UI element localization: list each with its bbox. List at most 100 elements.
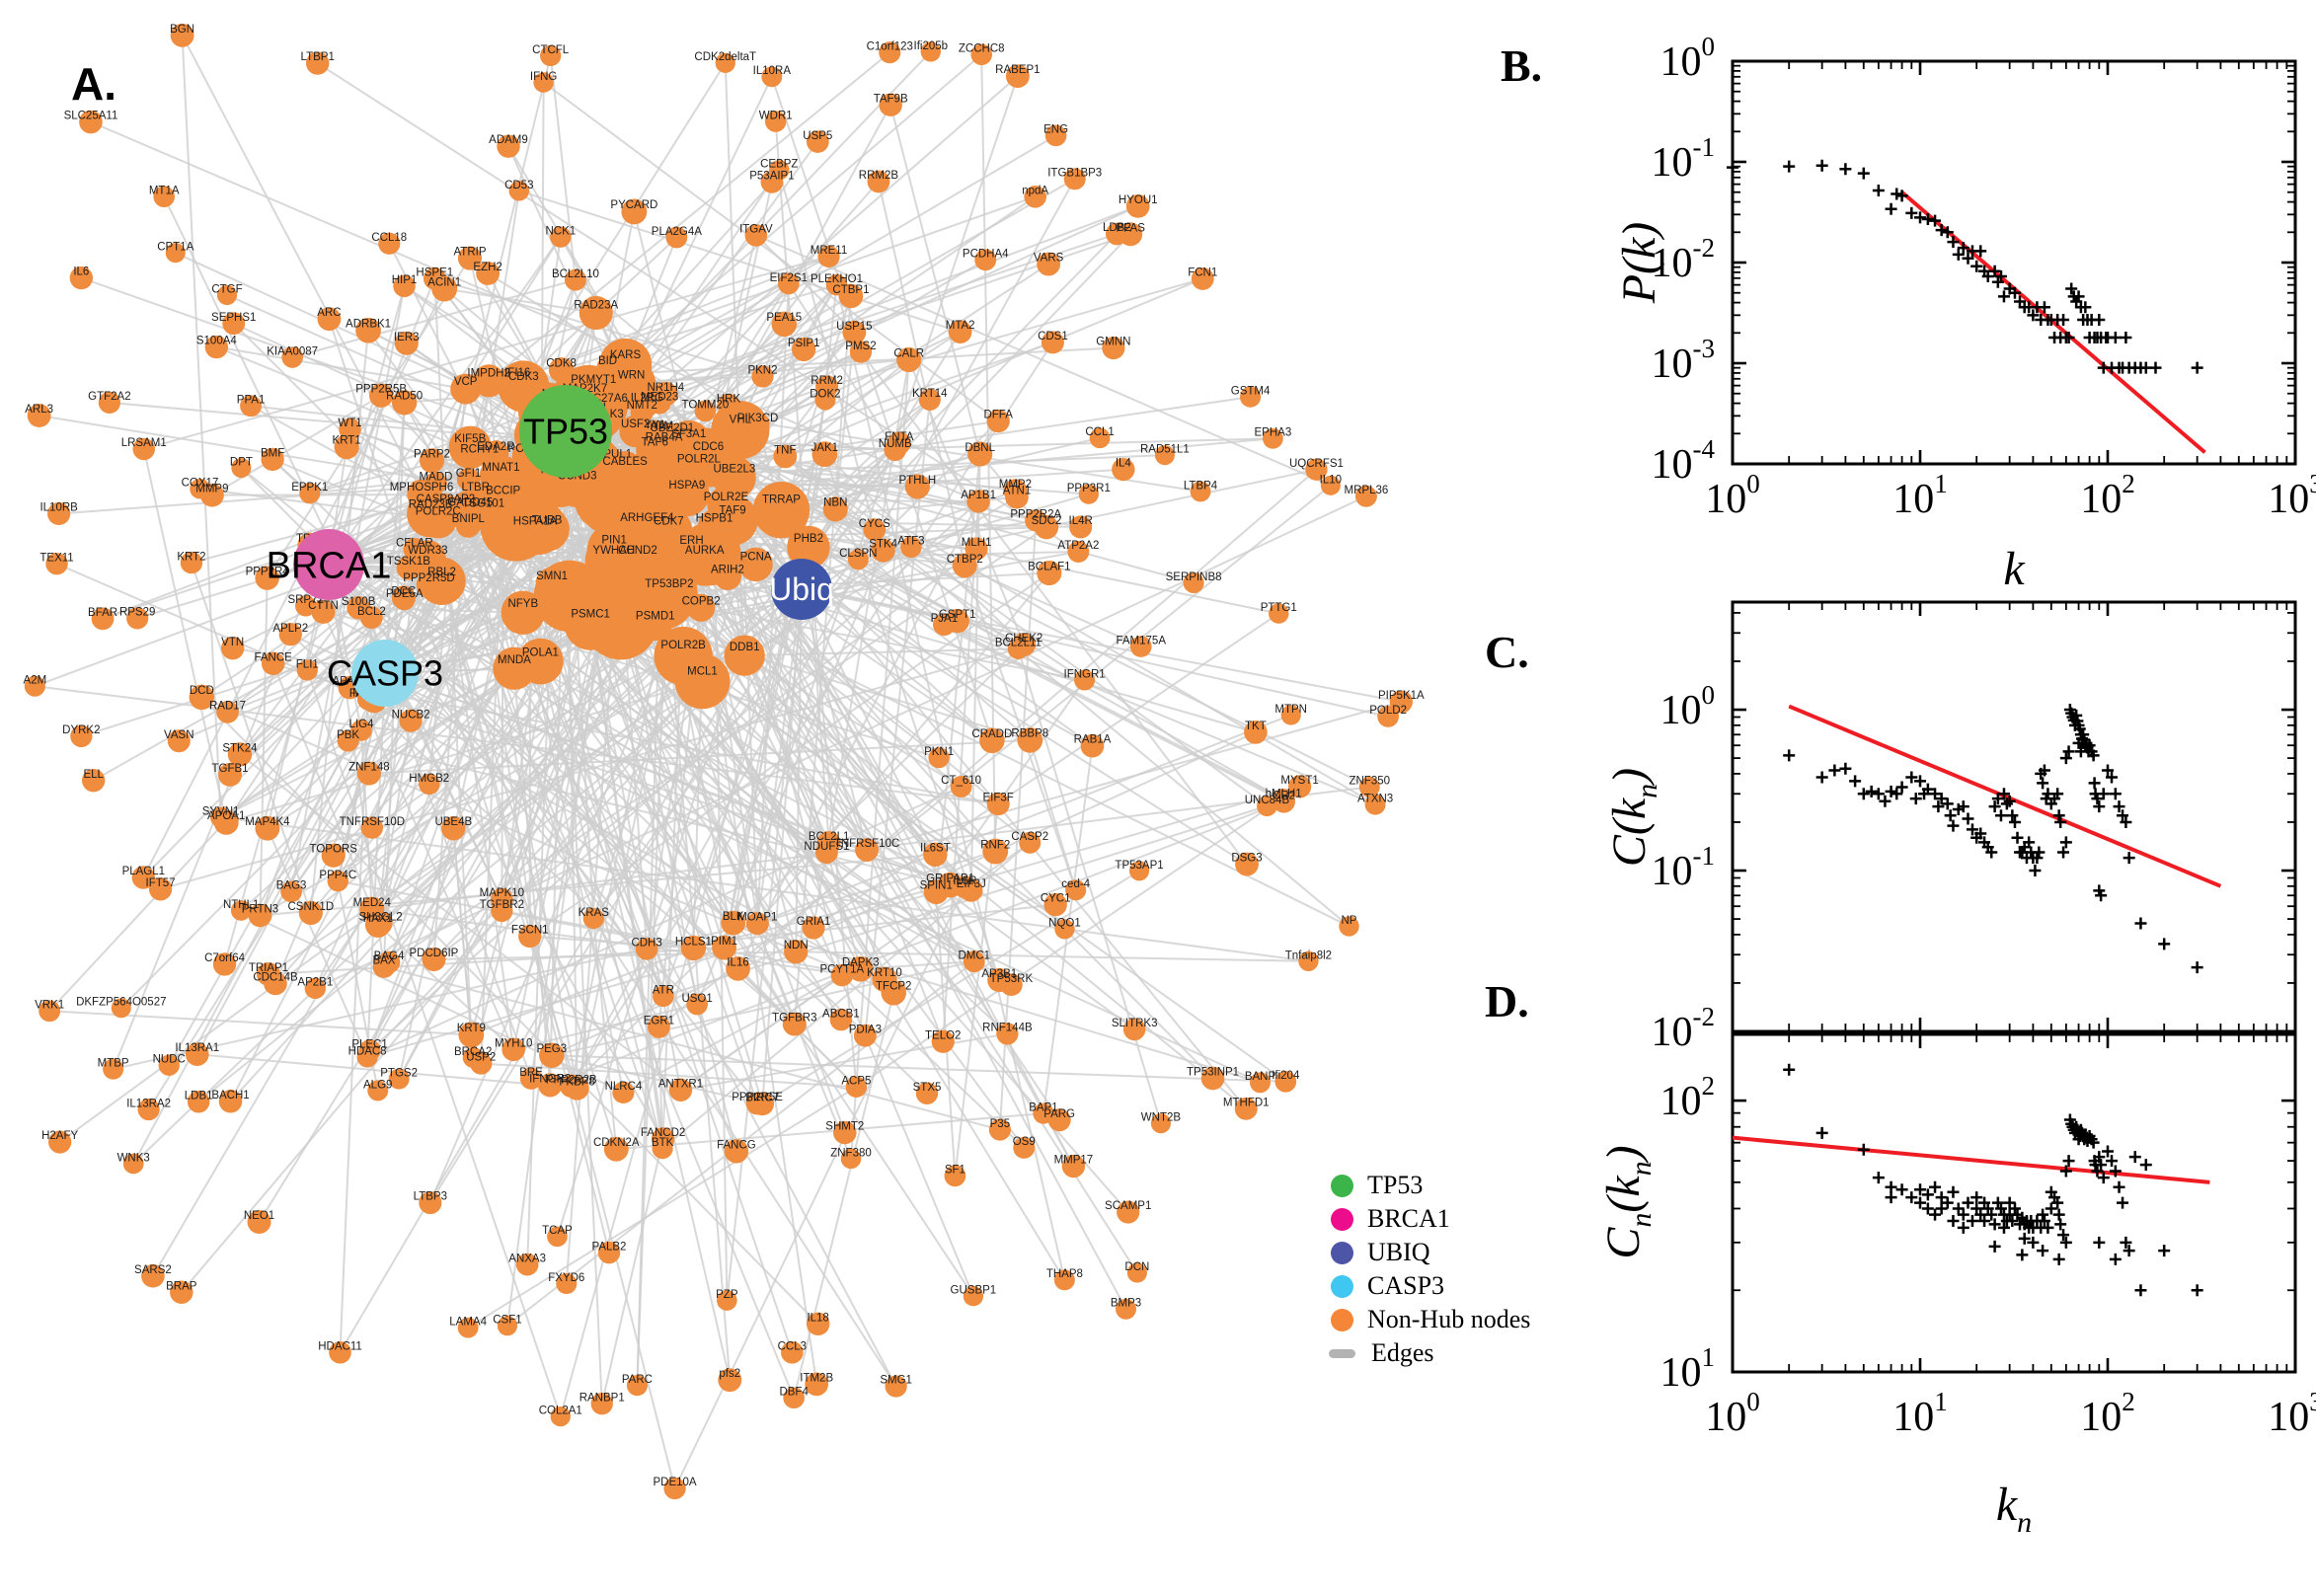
network-node-label: CCL3 <box>778 1340 807 1352</box>
network-node-label: DYRK2 <box>62 724 100 736</box>
network-node-label: DMC1 <box>958 950 990 961</box>
plot-frame <box>1733 61 2295 464</box>
network-node-label: NUDC <box>153 1054 186 1066</box>
network-node-label: TGFB1 <box>211 763 248 775</box>
network-node-label: CYCS <box>859 518 890 530</box>
x-tick-label: 100 <box>1705 1387 1760 1440</box>
network-node-label: PDIA3 <box>849 1024 882 1035</box>
network-node-label: BFAR <box>88 607 117 619</box>
data-point <box>2150 362 2162 374</box>
data-points <box>1783 1064 2202 1296</box>
network-node-label: RNF144B <box>982 1023 1033 1034</box>
data-point <box>2192 362 2203 374</box>
network-node-label: CCL18 <box>371 232 407 244</box>
network-node-label: TNFRSF10D <box>340 816 405 828</box>
network-node-label: NUCB2 <box>392 709 430 721</box>
network-node-label: CDK2deltaT <box>694 51 756 63</box>
network-node-label: COX17 <box>182 478 219 490</box>
network-node-label: ATN1 <box>1003 486 1032 497</box>
data-point <box>1896 1183 1908 1195</box>
network-node-label: DCD <box>190 685 214 697</box>
network-node-label: TKT <box>1245 721 1267 732</box>
x-tick-label: 101 <box>1892 1387 1948 1440</box>
legend-edge-swatch-icon <box>1329 1349 1355 1358</box>
legend-item: Edges <box>1331 1336 1530 1370</box>
data-point <box>2057 1229 2069 1241</box>
legend-item-label: Edges <box>1371 1338 1434 1368</box>
network-node-label: THAP8 <box>1046 1268 1083 1280</box>
data-point <box>2060 752 2072 764</box>
network-node-label: TRIAP1 <box>249 962 288 974</box>
network-node-label: NBN <box>823 497 847 509</box>
network-edge <box>733 923 1261 1083</box>
data-point <box>1886 203 1897 215</box>
network-node-label: TOPORS <box>310 844 358 856</box>
x-tick-label: 101 <box>1892 469 1948 522</box>
data-point <box>2057 846 2069 858</box>
network-node-label: PLEC1 <box>351 1039 387 1051</box>
network-node-label: DBNL <box>965 442 995 454</box>
data-point <box>2117 1197 2128 1209</box>
network-node-label: BTK <box>652 1137 674 1149</box>
network-node-label: ZCCHC8 <box>959 43 1005 55</box>
network-node-label: GFI1 <box>456 468 482 480</box>
network-node-label: PPP2R5D <box>403 572 454 584</box>
network-node-label: FAM175A <box>1117 635 1167 646</box>
network-node-label: LTBP3 <box>414 1191 447 1203</box>
network-node-label: P53AIP1 <box>749 171 794 183</box>
network-node-label: NP <box>1341 915 1356 927</box>
network-node-label: NDN <box>784 940 809 951</box>
data-point <box>1936 1202 1948 1214</box>
data-point <box>2060 836 2072 848</box>
network-node-label: IL4R <box>1069 515 1093 527</box>
network-node-label: CALR <box>893 347 924 359</box>
x-tick-label: 103 <box>2268 469 2316 522</box>
network-node-label: STX5 <box>913 1082 942 1094</box>
network-node-label: PLA2G4A <box>652 226 702 238</box>
network-node-label: CPT1A <box>157 242 193 254</box>
network-node-label: MTPN <box>1274 704 1307 716</box>
network-node-label: MAP4K4 <box>245 816 290 828</box>
network-node-label: PPA1 <box>237 394 266 406</box>
data-point <box>1886 1181 1897 1193</box>
network-node-label: CSNK1D <box>287 901 334 913</box>
network-node-label: PTGS2 <box>380 1067 418 1079</box>
network-node-label: MNDA <box>498 654 531 666</box>
network-node-label: TOMM20 <box>682 400 730 412</box>
network-node-label: TP53INP1 <box>1187 1067 1239 1079</box>
network-node-label: UBE2L3 <box>713 464 755 476</box>
network-node-label: ATP2A2 <box>1057 540 1099 552</box>
network-node-label: CTGF <box>211 283 242 295</box>
network-node-label: COL2A1 <box>539 1406 582 1417</box>
legend-item: CASP3 <box>1331 1269 1530 1303</box>
network-node-label: PSIP1 <box>788 338 820 349</box>
data-point <box>1945 809 1957 821</box>
network-node-label: ERH <box>679 535 703 547</box>
network-node-label: EIF2S1 <box>770 272 808 284</box>
network-node-label: C7orf64 <box>204 952 246 964</box>
network-node-label: BCLAF1 <box>1028 561 1070 572</box>
network-node-label: S100A4 <box>196 336 238 347</box>
network-node-label: MTA2 <box>946 320 975 332</box>
data-point <box>2060 1237 2072 1249</box>
network-node-label: OS9 <box>1013 1136 1036 1148</box>
network-node-label: ZNF350 <box>1349 776 1390 788</box>
data-point <box>2063 1155 2075 1167</box>
network-node-label: APOA1 <box>207 810 245 822</box>
y-axis-label: Cn(kn) <box>1597 1145 1658 1258</box>
data-point <box>1947 1186 1959 1198</box>
network-node-label: IL16 <box>727 956 748 968</box>
legend-node-swatch-icon <box>1331 1275 1353 1298</box>
network-node-label: CEBPZ <box>760 159 798 171</box>
network-node-label: ATRIP <box>453 247 486 259</box>
network-node-label: USP5 <box>803 130 832 142</box>
x-axis-label: k <box>2003 543 2026 595</box>
network-node-label: A2M <box>24 675 47 687</box>
network-node-label: EGR1 <box>644 1016 674 1027</box>
data-point <box>1936 224 1948 236</box>
data-point <box>2063 745 2075 757</box>
network-node-label: RRM2B <box>859 170 899 182</box>
network-node-label: BAG3 <box>276 880 307 892</box>
